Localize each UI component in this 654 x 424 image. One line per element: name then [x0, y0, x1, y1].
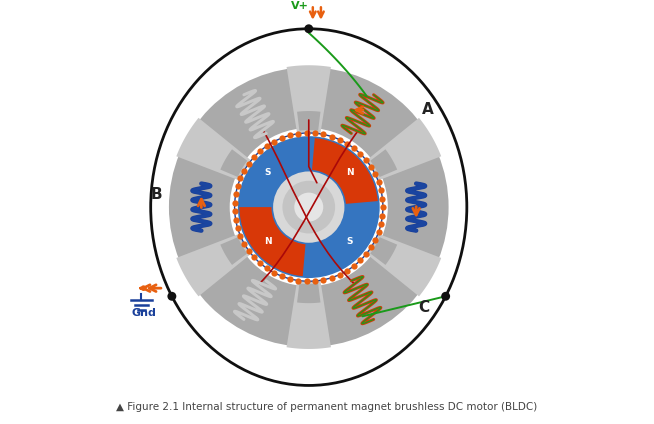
Point: [310, 278, 320, 285]
Text: C: C: [418, 301, 429, 315]
Point: [293, 277, 303, 284]
Circle shape: [238, 136, 380, 278]
Polygon shape: [220, 237, 247, 265]
Point: [376, 220, 387, 227]
Circle shape: [169, 67, 449, 347]
Point: [255, 148, 266, 154]
Point: [301, 278, 312, 285]
Polygon shape: [370, 149, 397, 177]
Point: [230, 216, 241, 223]
Text: N: N: [264, 237, 271, 246]
Text: S: S: [347, 237, 353, 246]
Polygon shape: [177, 118, 250, 180]
Point: [361, 251, 371, 257]
Point: [366, 244, 377, 251]
Polygon shape: [286, 281, 331, 349]
Polygon shape: [367, 234, 441, 296]
Point: [355, 257, 366, 264]
Point: [239, 240, 249, 247]
Point: [377, 195, 388, 202]
Point: [370, 171, 381, 178]
Point: [361, 157, 371, 164]
Point: [239, 167, 249, 174]
Point: [342, 267, 353, 274]
Point: [370, 237, 381, 243]
Polygon shape: [312, 138, 378, 204]
Point: [366, 164, 377, 170]
Circle shape: [167, 292, 177, 301]
Point: [293, 130, 303, 137]
Polygon shape: [297, 111, 320, 131]
Circle shape: [141, 285, 146, 291]
Polygon shape: [220, 149, 247, 177]
Point: [378, 204, 388, 210]
Point: [318, 131, 329, 138]
Point: [230, 191, 241, 198]
Point: [277, 134, 287, 141]
Point: [269, 138, 279, 145]
Text: B: B: [150, 187, 162, 202]
Polygon shape: [177, 234, 250, 296]
Point: [349, 262, 359, 269]
Polygon shape: [309, 210, 378, 276]
Point: [373, 179, 384, 186]
Text: N: N: [346, 168, 354, 177]
Circle shape: [441, 292, 450, 301]
Polygon shape: [286, 65, 331, 133]
Point: [326, 133, 337, 140]
Point: [249, 254, 260, 261]
Polygon shape: [370, 237, 397, 265]
Text: V+: V+: [290, 0, 309, 11]
Point: [249, 153, 260, 160]
Point: [235, 233, 246, 240]
Circle shape: [294, 192, 323, 222]
Circle shape: [304, 24, 313, 33]
Text: ▲ Figure 2.1 Internal structure of permanent magnet brushless DC motor (BLDC): ▲ Figure 2.1 Internal structure of perma…: [116, 402, 538, 412]
Point: [310, 130, 320, 137]
Point: [334, 136, 345, 143]
Point: [301, 130, 312, 137]
Point: [355, 151, 366, 157]
Point: [232, 183, 243, 190]
Point: [377, 212, 388, 219]
Point: [230, 199, 240, 206]
Circle shape: [273, 171, 345, 243]
Polygon shape: [240, 138, 309, 204]
Point: [243, 160, 254, 167]
Point: [262, 142, 272, 149]
Polygon shape: [297, 284, 320, 303]
Point: [269, 269, 279, 276]
Text: S: S: [264, 168, 271, 177]
Point: [230, 208, 240, 215]
Point: [232, 225, 243, 232]
Point: [284, 276, 295, 282]
Text: A: A: [422, 102, 434, 117]
Polygon shape: [239, 207, 305, 276]
Point: [342, 140, 353, 147]
Point: [262, 265, 272, 272]
Point: [284, 132, 295, 139]
Point: [255, 260, 266, 267]
Polygon shape: [367, 118, 441, 180]
Point: [334, 271, 345, 278]
Point: [326, 274, 337, 281]
Point: [376, 187, 387, 194]
Circle shape: [283, 181, 335, 234]
Point: [277, 273, 287, 279]
Text: Gnd: Gnd: [131, 308, 156, 318]
Point: [349, 145, 359, 152]
Point: [235, 175, 246, 181]
Point: [373, 229, 384, 235]
Point: [318, 276, 329, 283]
Point: [243, 247, 254, 254]
Circle shape: [230, 128, 388, 286]
